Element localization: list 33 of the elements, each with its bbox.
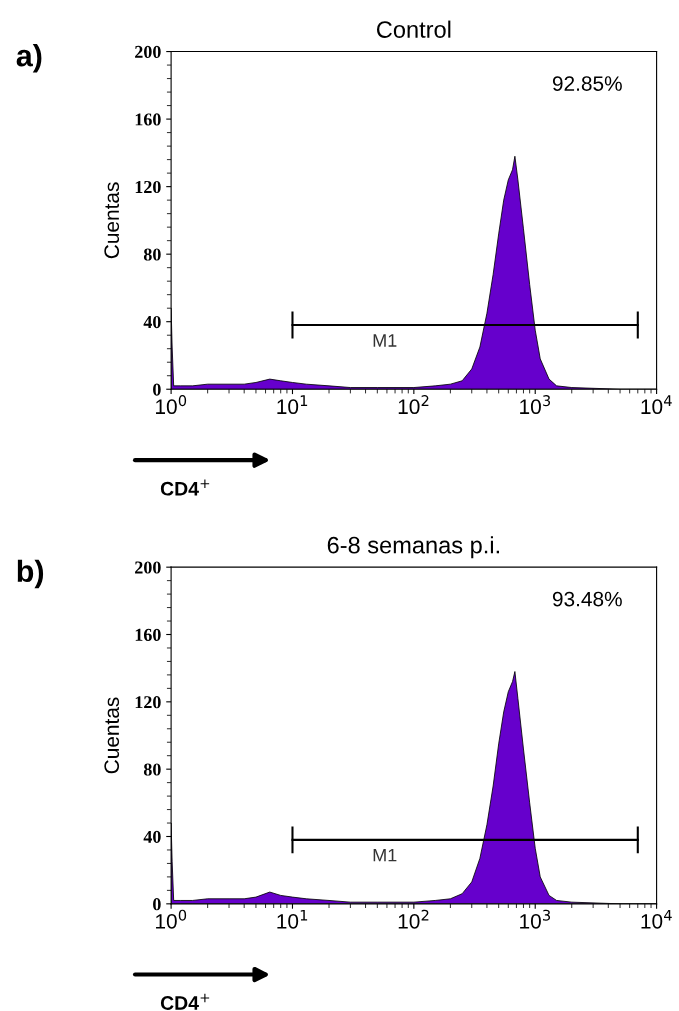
y-tick-label: 120 <box>135 180 161 194</box>
x-tick-label: 10$^{0}$ <box>156 395 187 415</box>
x-tick-label: 10$^{4}$ <box>641 395 672 415</box>
y-tick-label: 200 <box>135 45 161 58</box>
chart-title: 6-8 semanas p.i. <box>327 536 499 559</box>
x-axis-title: CD4$^{+}$ <box>160 993 210 1010</box>
x-tick-label: 10$^{3}$ <box>520 909 551 929</box>
text: a) <box>16 44 42 73</box>
annotation: M1 <box>373 334 397 347</box>
y-tick-label: 0 <box>153 383 161 396</box>
annotation: 92.85% <box>552 76 622 91</box>
annotation: M1 <box>373 848 397 862</box>
y-tick-label: 80 <box>143 763 161 776</box>
y-axis-title: Cuentas <box>104 697 120 774</box>
y-tick-label: 80 <box>143 248 161 261</box>
annotation: 93.48% <box>552 591 622 607</box>
x-tick-label: 10$^{2}$ <box>398 395 429 415</box>
y-tick-label: 0 <box>153 898 161 911</box>
x-tick-label: 10$^{3}$ <box>520 395 551 415</box>
y-tick-label: 200 <box>135 561 161 574</box>
chart-title: Control <box>377 20 451 38</box>
x-tick-label: 10$^{1}$ <box>277 395 308 415</box>
y-axis-title: Cuentas <box>104 182 120 259</box>
y-tick-label: 40 <box>143 830 161 843</box>
x-tick-label: 10$^{2}$ <box>398 909 429 929</box>
y-tick-label: 120 <box>135 696 161 709</box>
y-tick-label: 160 <box>135 628 161 641</box>
x-tick-label: 10$^{1}$ <box>277 909 308 929</box>
text: b) <box>17 559 44 589</box>
x-axis-title: CD4$^{+}$ <box>160 479 210 496</box>
y-tick-label: 160 <box>135 113 161 126</box>
y-tick-label: 40 <box>143 315 161 329</box>
x-tick-label: 10$^{4}$ <box>641 909 672 929</box>
